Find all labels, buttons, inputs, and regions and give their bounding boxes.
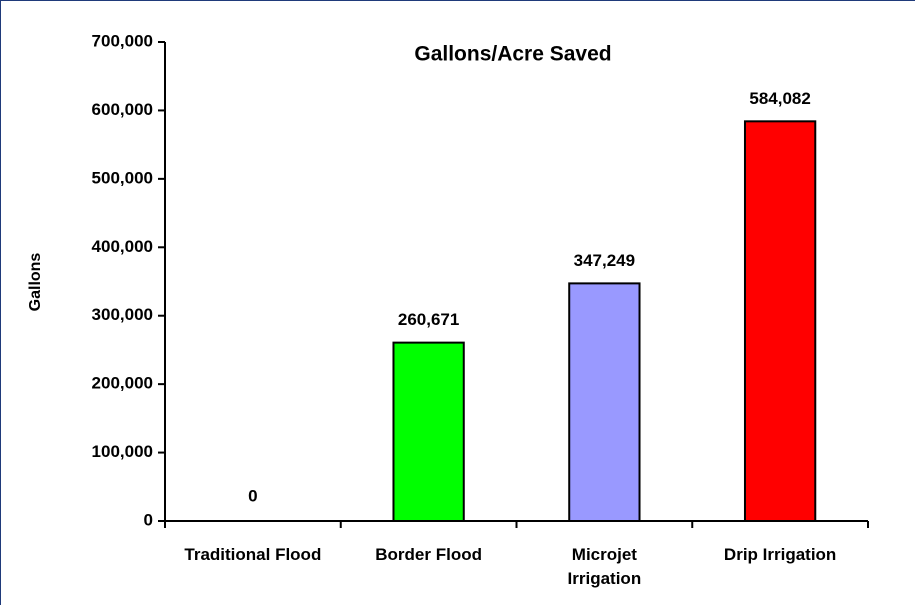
y-tick-label: 500,000 [92,168,153,187]
y-axis-label: Gallons [27,253,44,312]
bar [568,282,641,522]
bar [743,120,817,522]
y-tick-label: 200,000 [92,374,153,393]
value-label: 260,671 [398,310,459,329]
x-tick-label: Border Flood [375,545,482,564]
y-tick-label: 300,000 [92,305,153,324]
value-label: 584,082 [749,89,810,108]
x-tick-label: Microjet Irrigation [567,545,642,588]
bar [392,341,465,522]
y-tick-label: 600,000 [92,100,153,119]
value-label: 347,249 [574,251,635,270]
chart-title: Gallons/Acre Saved [414,43,611,66]
x-tick-label: Drip Irrigation [723,545,837,564]
y-tick-label: 100,000 [92,442,153,461]
y-tick-label: 0 [144,510,153,529]
y-tick-label: 400,000 [92,237,153,256]
y-tick-label: 700,000 [92,31,153,50]
value-label: 0 [248,486,257,505]
x-tick-label: Traditional Flood [184,545,322,564]
